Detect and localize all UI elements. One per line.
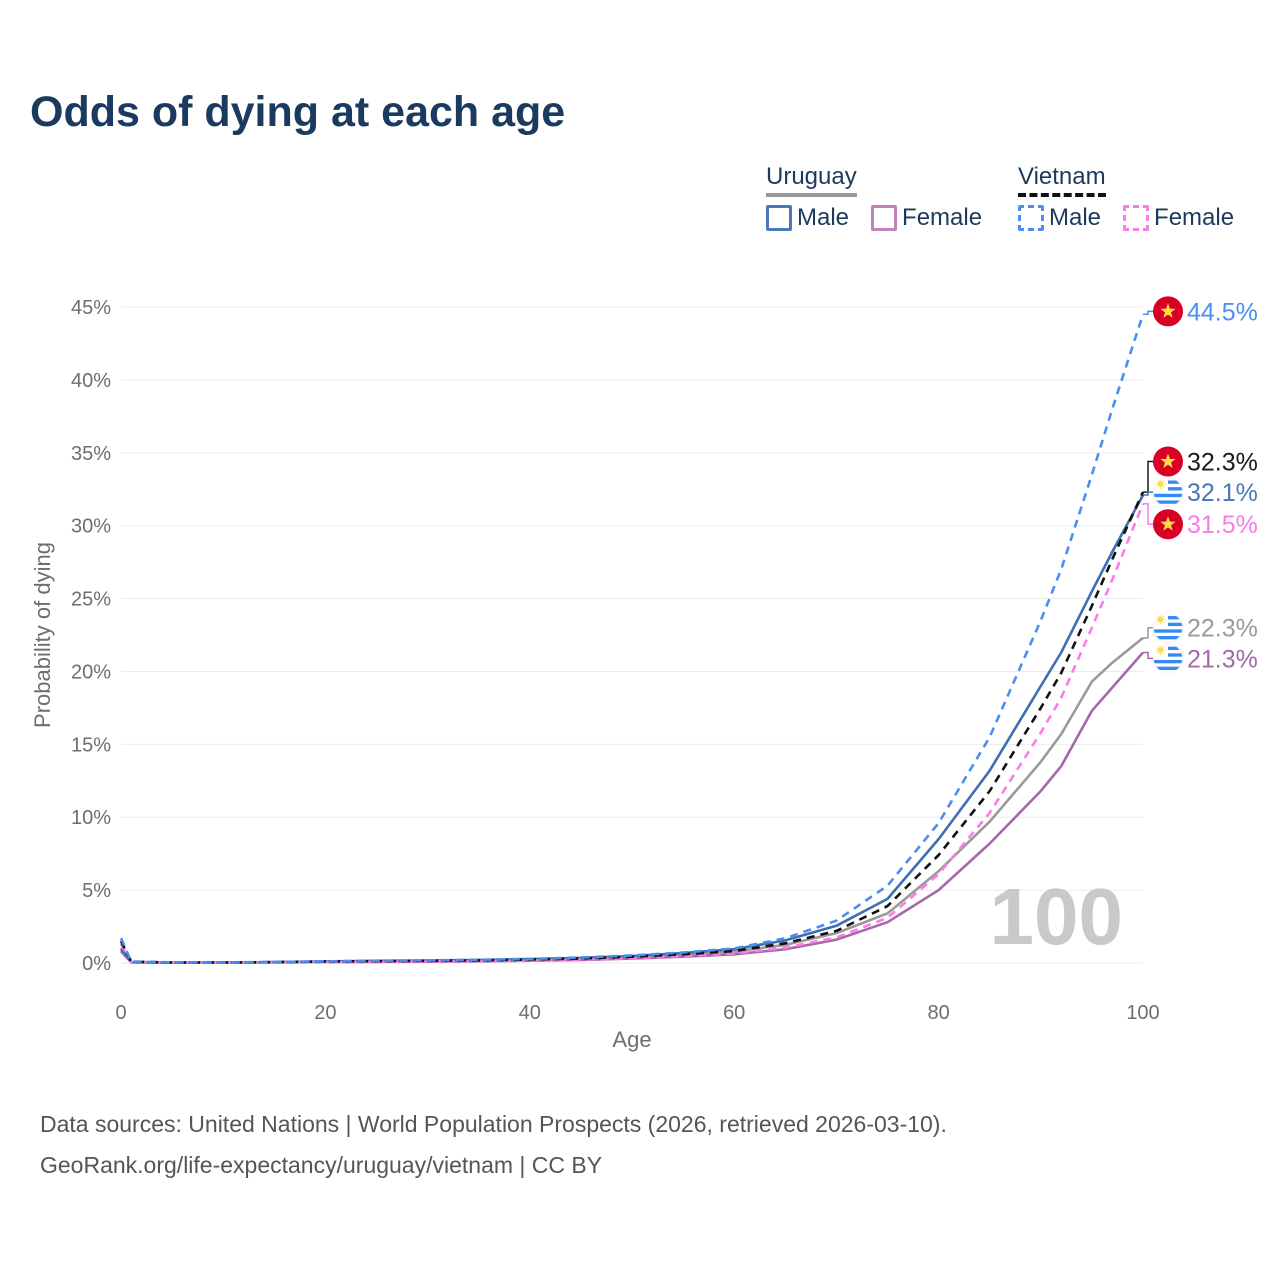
annotation-leader-line: [1143, 651, 1154, 660]
x-tick-label: 80: [927, 1002, 949, 1024]
end-value-label: 32.3%: [1187, 449, 1258, 477]
y-tick-label: 0%: [82, 953, 111, 975]
end-value-label: 31.5%: [1187, 511, 1258, 539]
x-axis-title: Age: [612, 1027, 651, 1052]
x-tick-label: 20: [314, 1002, 336, 1024]
y-tick-label: 40%: [71, 370, 111, 392]
uruguay-flag-icon: [1152, 477, 1184, 508]
vietnam-male-swatch-icon: [1018, 205, 1044, 231]
end-value-label: 22.3%: [1187, 615, 1258, 643]
legend-item-vietnam-female[interactable]: Female: [1123, 204, 1234, 232]
y-tick-label: 30%: [71, 516, 111, 538]
y-tick-label: 5%: [82, 880, 111, 902]
x-tick-label: 60: [723, 1002, 745, 1024]
end-value-label: 21.3%: [1187, 645, 1258, 673]
series-line-vn_male[interactable]: [119, 313, 1145, 964]
y-axis-title: Probability of dying: [30, 542, 55, 728]
hovered-age-watermark: 100: [990, 872, 1123, 961]
attribution-line: GeoRank.org/life-expectancy/uruguay/viet…: [40, 1152, 603, 1178]
annotation-leader-line: [1143, 460, 1154, 493]
uruguay-flag-icon: [1152, 643, 1184, 674]
uruguay-female-swatch-icon: [871, 205, 898, 231]
legend-item-label: Female: [1154, 204, 1235, 231]
legend-item-uruguay-female[interactable]: Female: [871, 204, 982, 232]
y-tick-label: 35%: [71, 443, 111, 465]
vietnam-female-swatch-icon: [1123, 205, 1150, 231]
legend-items-uruguay: Male Female: [766, 204, 982, 232]
legend-country-vietnam[interactable]: Vietnam: [1018, 164, 1106, 197]
legend-group-vietnam: Vietnam Male Female: [1018, 164, 1234, 232]
legend-item-uruguay-male[interactable]: Male: [766, 204, 849, 232]
annotation-leader-line: [1143, 310, 1154, 316]
y-tick-label: 10%: [71, 807, 111, 829]
legend-country-uruguay[interactable]: Uruguay: [766, 164, 857, 197]
end-value-label: 44.5%: [1187, 298, 1258, 326]
y-tick-label: 20%: [71, 661, 111, 683]
end-value-label: 32.1%: [1187, 479, 1258, 507]
page-title: Odds of dying at each age: [30, 88, 566, 136]
legend-group-uruguay: Uruguay Male Female: [766, 164, 982, 232]
legend-item-label: Male: [1049, 204, 1102, 231]
legend-items-vietnam: Male Female: [1018, 204, 1234, 232]
annotation-leader-line: [1143, 503, 1154, 525]
annotation-leader-line: [1143, 626, 1154, 639]
vietnam-flag-icon: [1153, 296, 1183, 327]
y-tick-label: 25%: [71, 589, 111, 611]
vietnam-flag-icon: [1153, 446, 1183, 477]
legend-item-label: Male: [797, 204, 850, 231]
line-chart[interactable]: 0% 5% 10% 15% 20% 25% 30% 35% 40% 45% 0 20 40 60 80 100…: [0, 0, 1280, 1080]
legend-item-label: Female: [902, 204, 983, 231]
annotation-leader-line: [1143, 491, 1154, 496]
uruguay-male-swatch-icon: [766, 205, 792, 231]
chart-footer: Data sources: United Nations | World Pop…: [40, 1104, 947, 1186]
x-tick-label: 0: [115, 1002, 126, 1024]
data-sources-line: Data sources: United Nations | World Pop…: [40, 1111, 947, 1137]
x-tick-label: 40: [519, 1002, 541, 1024]
y-tick-label: 15%: [71, 734, 111, 756]
legend: Uruguay Male Female Vietnam Male: [0, 0, 1280, 260]
x-tick-label: 100: [1126, 1002, 1159, 1024]
legend-item-vietnam-male[interactable]: Male: [1018, 204, 1101, 232]
y-tick-label: 45%: [71, 297, 111, 319]
vietnam-flag-icon: [1153, 509, 1183, 540]
uruguay-flag-icon: [1152, 612, 1184, 643]
